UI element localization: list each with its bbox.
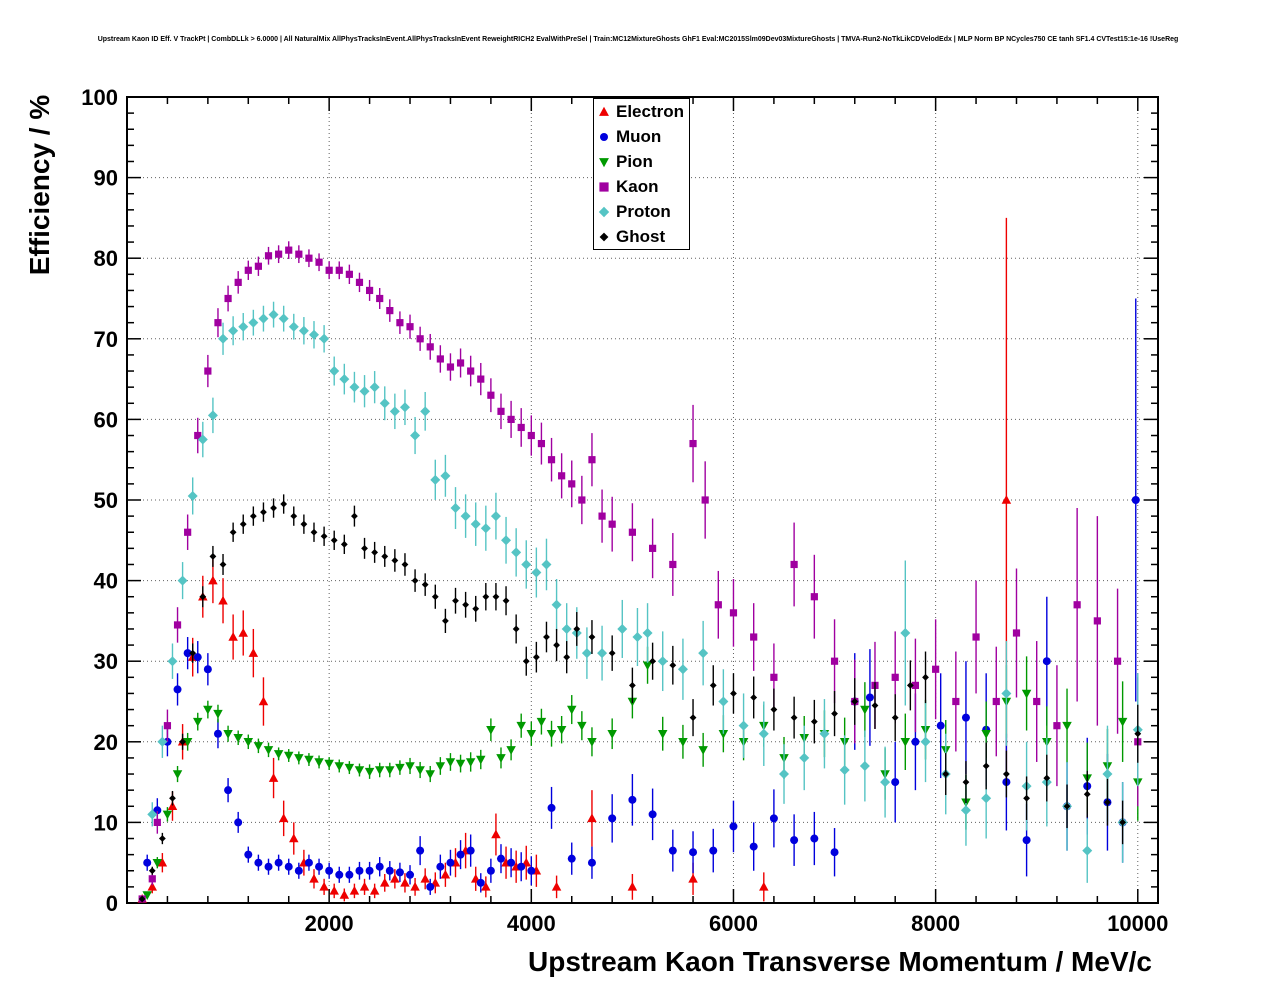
- y-tick-label: 80: [94, 246, 118, 271]
- y-tick-label: 40: [94, 569, 118, 594]
- tick-labels: 2000 4000 6000 8000 10000 0 10 20 30 40 50 60 70 80 90…: [81, 85, 1168, 936]
- y-tick-label: 20: [94, 730, 118, 755]
- y-tick-label: 100: [81, 85, 118, 110]
- y-tick-label: 10: [94, 810, 118, 835]
- axis-ticks: [127, 97, 1158, 903]
- legend-entry-ghost: Ghost: [594, 224, 689, 249]
- y-tick-label: 70: [94, 327, 118, 352]
- y-tick-label: 90: [94, 166, 118, 191]
- proton-marker-icon: [598, 206, 610, 217]
- legend-entry-muon: Muon: [594, 124, 689, 149]
- legend-entry-electron: Electron: [594, 99, 689, 124]
- series-electron: [137, 217, 1012, 903]
- x-tick-label: 4000: [507, 911, 556, 936]
- x-tick-label: 6000: [709, 911, 758, 936]
- kaon-marker-icon: [599, 181, 609, 192]
- series-proton: [147, 301, 1143, 883]
- muon-marker-icon: [600, 132, 608, 141]
- legend: Electron Muon Pion Kaon Proton Ghost: [593, 98, 690, 250]
- electron-marker-icon: [599, 106, 609, 116]
- series-kaon: [138, 241, 1142, 903]
- legend-label: Pion: [616, 151, 653, 171]
- ghost-marker-icon: [599, 232, 609, 241]
- legend-label: Electron: [616, 101, 685, 121]
- pion-marker-icon: [599, 157, 609, 167]
- y-tick-label: 0: [106, 891, 118, 916]
- y-tick-label: 30: [94, 649, 118, 674]
- x-tick-label: 10000: [1107, 911, 1168, 936]
- y-tick-label: 60: [94, 407, 118, 432]
- y-axis-title: Efficiency / %: [24, 94, 55, 276]
- legend-entry-kaon: Kaon: [594, 174, 689, 199]
- legend-entry-pion: Pion: [594, 149, 689, 174]
- plot-frame: [126, 96, 1159, 904]
- legend-label: Muon: [616, 126, 662, 146]
- series-ghost: [138, 494, 1142, 903]
- legend-label: Ghost: [616, 226, 666, 246]
- x-tick-label: 2000: [305, 911, 354, 936]
- plot-title: Upstream Kaon ID Eff. V TrackPt | CombDL…: [97, 36, 1179, 43]
- series-pion: [142, 646, 1143, 900]
- x-tick-label: 8000: [911, 911, 960, 936]
- x-axis-title: Upstream Kaon Transverse Momentum / MeV/…: [528, 946, 1152, 977]
- legend-label: Proton: [616, 201, 671, 221]
- legend-entry-proton: Proton: [594, 199, 689, 224]
- legend-label: Kaon: [616, 176, 659, 196]
- series-muon: [143, 298, 1140, 895]
- y-tick-label: 50: [94, 488, 118, 513]
